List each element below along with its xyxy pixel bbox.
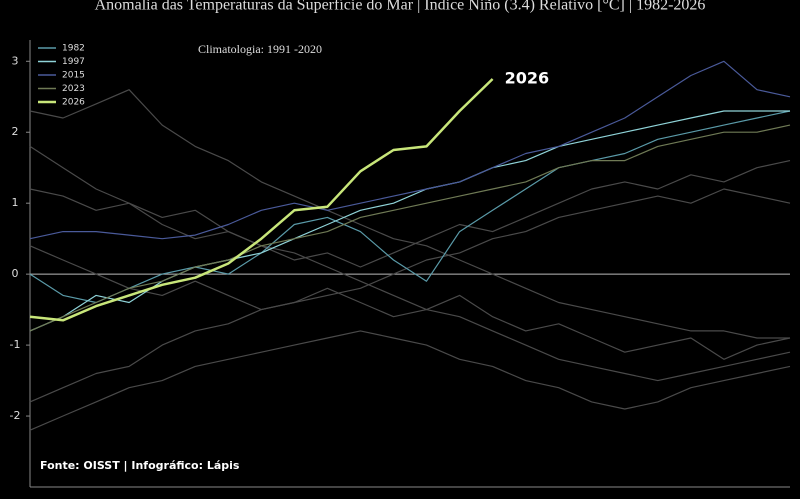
series-line	[29, 330, 791, 431]
series-line	[29, 145, 791, 382]
y-tick-label: -2	[10, 409, 21, 422]
y-tick-label: 1	[12, 196, 19, 209]
series-line	[29, 245, 791, 360]
end-label: 2026	[505, 69, 550, 88]
y-tick-label: 2	[12, 125, 19, 138]
chart-title: Anomalia das Temperaturas da Superfície …	[95, 0, 706, 14]
y-tick-label: 3	[12, 54, 19, 67]
annotation: Climatologia: 1991 -2020	[198, 42, 322, 56]
legend-label: 2015	[62, 71, 85, 81]
series-line	[29, 110, 791, 304]
series-line	[29, 160, 791, 268]
legend-label: 2023	[62, 84, 85, 94]
series-line	[29, 188, 791, 403]
series-line	[29, 110, 790, 332]
series-line	[29, 78, 494, 322]
series-line	[29, 89, 790, 339]
series-line	[29, 60, 791, 240]
legend-label: 1982	[62, 44, 85, 54]
y-tick-label: -1	[10, 338, 21, 351]
legend-label: 1997	[62, 57, 85, 67]
source: Fonte: OISST | Infográfico: Lápis	[40, 459, 240, 472]
legend-label: 2026	[62, 98, 85, 108]
series-line	[29, 124, 791, 332]
y-tick-label: 0	[12, 267, 19, 280]
